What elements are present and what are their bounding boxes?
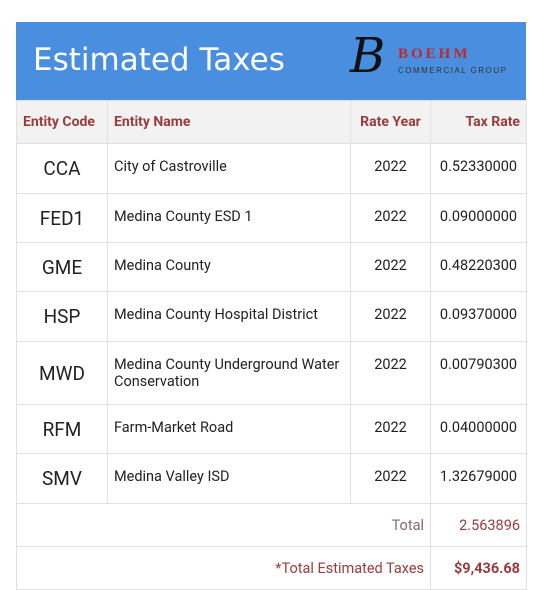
entity-name: Medina County ESD 1 (107, 193, 351, 243)
entity-name: Medina Valley ISD (107, 453, 351, 504)
tax-rate: 0.52330000 (430, 143, 527, 194)
entity-name: Farm-Market Road (107, 404, 351, 454)
logo-tagline: COMMERCIAL GROUP (398, 66, 508, 75)
table-body: CCA City of Castroville 2022 0.52330000 FED1… (16, 143, 527, 590)
estimated-value: $9,436.68 (430, 546, 527, 590)
estimated-row: *Total Estimated Taxes $9,436.68 (16, 546, 527, 590)
entity-code: FED1 (16, 193, 108, 243)
table-row: CCA City of Castroville 2022 0.52330000 (16, 143, 527, 194)
tax-rate: 1.32679000 (430, 453, 527, 504)
entity-code: CCA (16, 143, 108, 194)
rate-year: 2022 (350, 341, 431, 405)
column-header: Rate Year (350, 100, 431, 144)
logo-name: BOEHM (398, 46, 471, 62)
tax-rate: 0.09000000 (430, 193, 527, 243)
entity-code: RFM (16, 404, 108, 454)
rate-year: 2022 (350, 453, 431, 504)
total-label: Total (16, 503, 431, 547)
tax-rate: 0.09370000 (430, 291, 527, 342)
total-value: 2.563896 (430, 503, 527, 547)
logo-letter: B (350, 28, 386, 84)
table-row: HSP Medina County Hospital District 2022 0.… (16, 291, 527, 342)
tax-rate: 0.48220300 (430, 242, 527, 292)
entity-name: Medina County Hospital District (107, 291, 351, 342)
entity-code: MWD (16, 341, 108, 405)
entity-code: HSP (16, 291, 108, 342)
entity-code: GME (16, 242, 108, 292)
table-row: SMV Medina Valley ISD 2022 1.32679000 (16, 453, 527, 504)
rate-year: 2022 (350, 242, 431, 292)
column-header: Entity Name (107, 100, 351, 144)
header: Estimated Taxes B BOEHM COMMERCIAL GROUP (16, 22, 526, 100)
rate-year: 2022 (350, 193, 431, 243)
table-row: MWD Medina County Underground Water Conse… (16, 341, 527, 405)
header-row: Entity Code Entity Name Rate Year Tax Rate (16, 100, 527, 144)
estimated-label: *Total Estimated Taxes (16, 546, 431, 590)
title: Estimated Taxes (33, 42, 285, 78)
entity-name: Medina County Underground Water Conserva… (107, 341, 351, 405)
entity-name: City of Castroville (107, 143, 351, 194)
table-row: RFM Farm-Market Road 2022 0.04000000 (16, 404, 527, 454)
card: Estimated Taxes B BOEHM COMMERCIAL GROUP… (16, 22, 527, 590)
table-row: FED1 Medina County ESD 1 2022 0.09000000 (16, 193, 527, 243)
rate-year: 2022 (350, 291, 431, 342)
total-row: Total 2.563896 (16, 503, 527, 547)
entity-name: Medina County (107, 242, 351, 292)
tax-table: Entity Code Entity Name Rate Year Tax Rate … (16, 100, 527, 590)
tax-rate: 0.00790300 (430, 341, 527, 405)
table-row: GME Medina County 2022 0.48220300 (16, 242, 527, 292)
tax-rate: 0.04000000 (430, 404, 527, 454)
entity-code: SMV (16, 453, 108, 504)
rate-year: 2022 (350, 143, 431, 194)
rate-year: 2022 (350, 404, 431, 454)
column-header: Entity Code (16, 100, 108, 144)
column-header: Tax Rate (430, 100, 527, 144)
